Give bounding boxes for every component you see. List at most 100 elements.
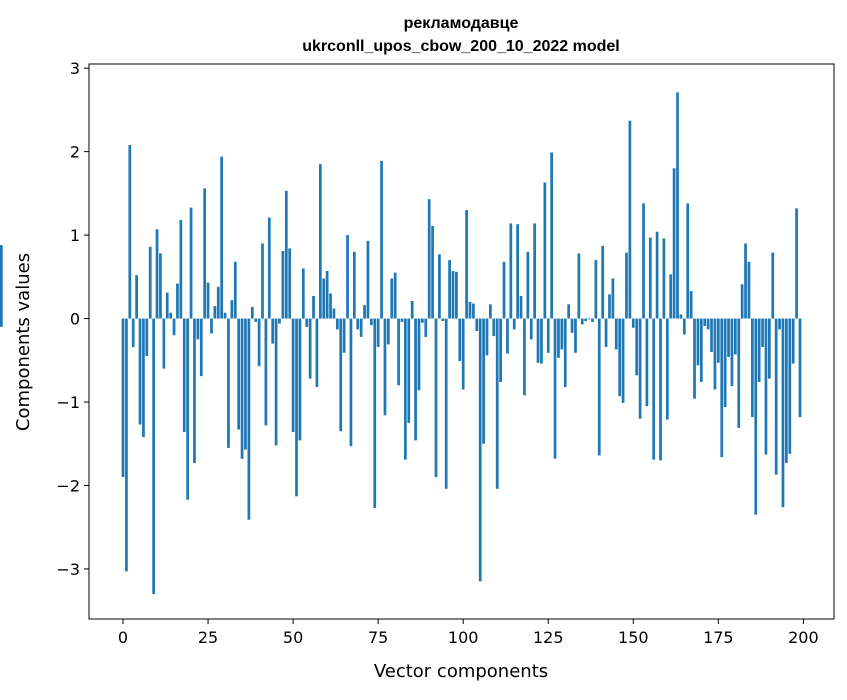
bar — [489, 304, 492, 319]
bar — [672, 168, 676, 319]
bar — [584, 318, 588, 322]
bar — [625, 252, 628, 319]
bar — [342, 318, 346, 353]
y-axis-label: Components values — [13, 253, 34, 431]
bar — [162, 318, 166, 369]
bar — [322, 278, 326, 319]
bar — [424, 318, 428, 337]
bar — [404, 318, 407, 460]
bar — [335, 318, 339, 330]
bar — [196, 318, 200, 340]
bar — [509, 223, 513, 319]
bar — [210, 318, 213, 334]
bar — [465, 210, 468, 319]
bar — [159, 253, 162, 319]
bar — [696, 318, 700, 366]
bar — [288, 248, 292, 319]
y-tick-label: −1 — [56, 393, 80, 412]
bar — [329, 293, 332, 319]
bar — [376, 318, 380, 347]
bar — [455, 271, 458, 319]
bar — [128, 144, 132, 319]
bar — [441, 318, 445, 322]
bar — [523, 318, 526, 396]
bar — [757, 318, 761, 382]
bar — [451, 270, 455, 319]
bar — [679, 314, 683, 319]
bar — [716, 318, 720, 363]
bar — [295, 318, 298, 497]
bar — [434, 318, 438, 478]
bar — [618, 318, 622, 397]
bar — [121, 318, 125, 478]
bar — [138, 318, 142, 425]
bar — [682, 318, 686, 335]
bar — [125, 318, 128, 572]
bar — [414, 318, 417, 441]
bar — [155, 229, 159, 319]
bar — [519, 296, 523, 319]
bar — [0, 318, 3, 327]
x-tick-label: 200 — [788, 628, 819, 647]
bar — [580, 318, 584, 325]
x-tick-label: 125 — [533, 628, 564, 647]
bar — [278, 318, 281, 324]
y-axis: 3 2 1 0 −1 −2 −3 — [56, 59, 89, 579]
bar — [247, 318, 251, 520]
bar — [417, 318, 421, 391]
bar — [169, 312, 172, 319]
bar — [557, 318, 560, 358]
bar — [540, 318, 543, 364]
bar — [410, 301, 414, 319]
y-tick-label: 3 — [70, 59, 80, 78]
y-tick-label: 1 — [70, 226, 80, 245]
bar — [230, 300, 234, 319]
bar — [261, 243, 264, 319]
bar — [145, 318, 149, 357]
bar — [689, 291, 693, 319]
bar — [713, 318, 717, 390]
bars-group — [0, 92, 802, 594]
y-tick-label: −2 — [56, 476, 80, 495]
bar — [642, 203, 645, 319]
x-tick-label: 25 — [198, 628, 218, 647]
bar — [206, 282, 210, 319]
bar — [703, 318, 707, 327]
bar — [533, 223, 536, 319]
bar — [363, 305, 366, 319]
bar — [165, 292, 169, 319]
bar — [499, 318, 502, 382]
bar — [284, 190, 288, 319]
bar — [597, 318, 601, 456]
bar — [495, 318, 499, 489]
bar — [764, 318, 768, 455]
bar — [771, 252, 775, 319]
bar — [621, 318, 625, 403]
bar — [393, 272, 397, 319]
bar — [710, 318, 713, 352]
bar — [485, 318, 489, 356]
bar — [526, 251, 530, 319]
bar — [346, 235, 349, 319]
bar — [795, 208, 798, 319]
bar — [740, 284, 744, 319]
bar — [733, 318, 737, 355]
bar — [482, 318, 485, 444]
bar — [332, 308, 336, 319]
bar — [720, 318, 724, 458]
bar — [611, 278, 615, 319]
bar — [778, 318, 781, 330]
bar — [240, 318, 244, 459]
bar — [281, 250, 285, 319]
bar — [458, 318, 462, 362]
bar — [591, 318, 594, 322]
bar — [563, 318, 567, 387]
bar — [438, 254, 441, 319]
bar — [659, 318, 662, 461]
bar — [785, 318, 788, 463]
bar — [186, 318, 190, 500]
bar — [397, 318, 400, 386]
bar — [233, 261, 237, 319]
